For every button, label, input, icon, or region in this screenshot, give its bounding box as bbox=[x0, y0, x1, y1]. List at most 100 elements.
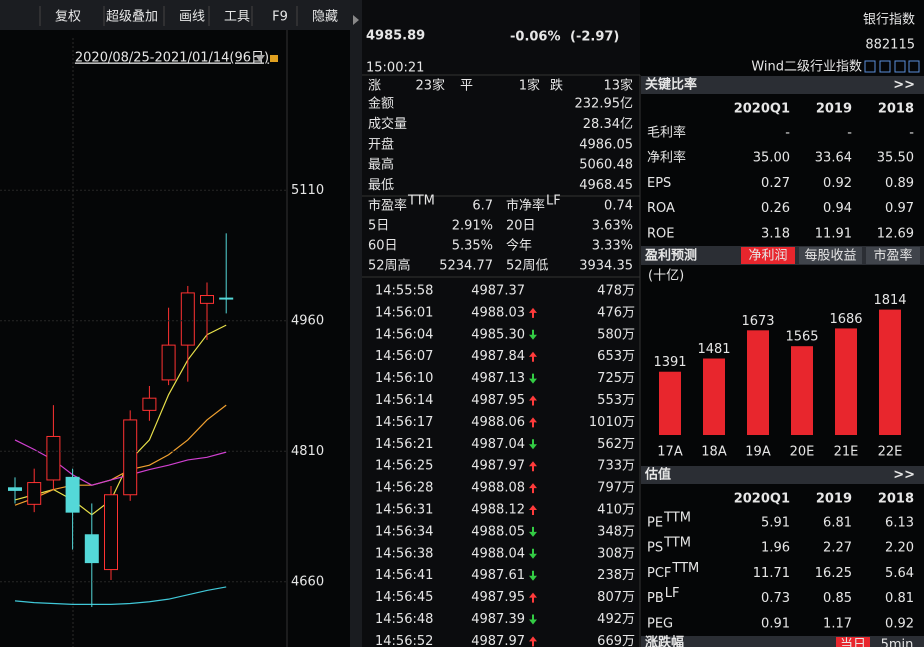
tab-label: 净利润 bbox=[748, 249, 787, 264]
stat-value: 5234.77 bbox=[439, 259, 493, 274]
y-tick-label: 4660 bbox=[291, 574, 324, 589]
cell: 6.81 bbox=[823, 516, 852, 531]
quote-value: 28.34亿 bbox=[583, 117, 633, 132]
arrow-down bbox=[529, 439, 537, 450]
arrow-up bbox=[529, 592, 537, 603]
x-tick-label: 21E bbox=[834, 445, 859, 460]
toolbar-button[interactable]: 画线 bbox=[179, 10, 205, 25]
arrow-down bbox=[529, 373, 537, 384]
tick-volume: 669万 bbox=[597, 634, 635, 647]
toolbar-button[interactable]: F9 bbox=[272, 10, 288, 25]
tab-label: 市盈率 bbox=[873, 248, 912, 264]
tab[interactable] bbox=[799, 247, 862, 264]
tick-time: 14:56:14 bbox=[375, 393, 433, 408]
stat-value: 3.63% bbox=[592, 219, 633, 234]
cell: 1.17 bbox=[823, 616, 852, 631]
section-header bbox=[641, 76, 924, 94]
tab[interactable] bbox=[866, 247, 920, 264]
tick-volume: 492万 bbox=[597, 612, 635, 627]
tick-time: 14:56:31 bbox=[375, 503, 433, 518]
more[interactable]: >> bbox=[893, 78, 915, 93]
label-sup: LF bbox=[546, 194, 561, 209]
stat-label: 今年 bbox=[506, 238, 532, 254]
dropdown-arrow[interactable] bbox=[255, 55, 265, 62]
tick-volume: 553万 bbox=[597, 393, 635, 408]
stat-label: 市盈率 bbox=[368, 198, 407, 214]
collapse-arrow[interactable] bbox=[353, 15, 359, 25]
tick-price: 4988.03 bbox=[471, 305, 525, 320]
tick-price: 4988.05 bbox=[471, 524, 525, 539]
x-tick-label: 17A bbox=[657, 445, 683, 460]
tick-time: 14:56:38 bbox=[375, 546, 433, 561]
cell: 0.97 bbox=[885, 201, 914, 216]
moving-average bbox=[14, 586, 227, 605]
tick-time: 14:56:25 bbox=[375, 459, 433, 474]
tick-price: 4987.84 bbox=[471, 349, 525, 364]
tick-time: 14:56:17 bbox=[375, 415, 433, 430]
tick-time: 14:56:45 bbox=[375, 590, 433, 605]
tool-icon[interactable] bbox=[879, 60, 891, 73]
tick-price: 4988.04 bbox=[471, 546, 525, 561]
candle-body bbox=[84, 534, 99, 564]
tool-icon[interactable] bbox=[908, 60, 920, 73]
x-tick-label: 18A bbox=[701, 445, 727, 460]
candle-body bbox=[27, 482, 42, 505]
tick-price: 4987.13 bbox=[471, 371, 525, 386]
y-tick-label: 5110 bbox=[291, 183, 324, 198]
column-header: 2020Q1 bbox=[734, 492, 790, 507]
index-category: Wind二级行业指数 bbox=[751, 60, 862, 75]
quote-label: 成交量 bbox=[368, 116, 407, 132]
column-header: 2020Q1 bbox=[734, 102, 790, 117]
cell: 0.26 bbox=[761, 201, 790, 216]
tab[interactable] bbox=[741, 247, 795, 264]
y-tick-label: 4960 bbox=[291, 313, 324, 328]
tool-icon[interactable] bbox=[864, 60, 876, 73]
down-count: 13家 bbox=[603, 78, 633, 94]
bar bbox=[659, 371, 681, 435]
tick-volume: 478万 bbox=[597, 284, 635, 299]
row-label: PE bbox=[647, 516, 663, 531]
bar-label: 1814 bbox=[873, 293, 906, 308]
arrow-up bbox=[529, 483, 537, 494]
candle-body bbox=[123, 419, 138, 496]
cell: - bbox=[847, 126, 852, 141]
stat-value: 2.91% bbox=[452, 219, 493, 234]
tab[interactable] bbox=[836, 637, 870, 647]
tick-volume: 807万 bbox=[597, 590, 635, 605]
toolbar-button[interactable]: 复权 bbox=[55, 9, 81, 25]
bar bbox=[835, 328, 857, 435]
tick-time: 14:56:41 bbox=[375, 568, 433, 583]
toolbar-button[interactable]: 隐藏 bbox=[312, 10, 338, 25]
bar bbox=[703, 358, 725, 435]
row-label: EPS bbox=[647, 176, 671, 191]
cell: 0.91 bbox=[761, 616, 790, 631]
toolbar-button[interactable]: 工具 bbox=[224, 10, 250, 25]
tab-label: 当日 bbox=[840, 638, 866, 647]
date-range[interactable]: 2020/08/25-2021/01/14(96日) bbox=[75, 51, 269, 66]
bar-label: 1565 bbox=[785, 330, 818, 345]
tab-label[interactable]: 5min bbox=[881, 638, 914, 647]
bar bbox=[879, 309, 901, 435]
section-header bbox=[641, 636, 924, 647]
cell: 16.25 bbox=[815, 566, 852, 581]
more[interactable]: >> bbox=[893, 468, 915, 483]
column-header: 2019 bbox=[816, 492, 852, 507]
tick-volume: 308万 bbox=[597, 546, 635, 561]
tick-price: 4987.39 bbox=[471, 612, 525, 627]
quote-value: 5060.48 bbox=[579, 158, 633, 173]
tick-time: 14:56:01 bbox=[375, 305, 433, 320]
tool-icon[interactable] bbox=[894, 60, 906, 73]
cell: 5.91 bbox=[761, 516, 790, 531]
lock-icon bbox=[270, 55, 278, 62]
cell: - bbox=[909, 126, 914, 141]
row-label: PCF bbox=[647, 566, 671, 581]
column-header: 2018 bbox=[878, 102, 914, 117]
section-header bbox=[641, 466, 924, 484]
tick-time: 14:56:48 bbox=[375, 612, 433, 627]
label-sup: TTM bbox=[663, 511, 691, 526]
tick-time: 14:56:21 bbox=[375, 437, 433, 452]
change: (-2.97) bbox=[570, 30, 619, 45]
tick-volume: 476万 bbox=[597, 305, 635, 320]
toolbar-button[interactable]: 超级叠加 bbox=[106, 10, 158, 25]
